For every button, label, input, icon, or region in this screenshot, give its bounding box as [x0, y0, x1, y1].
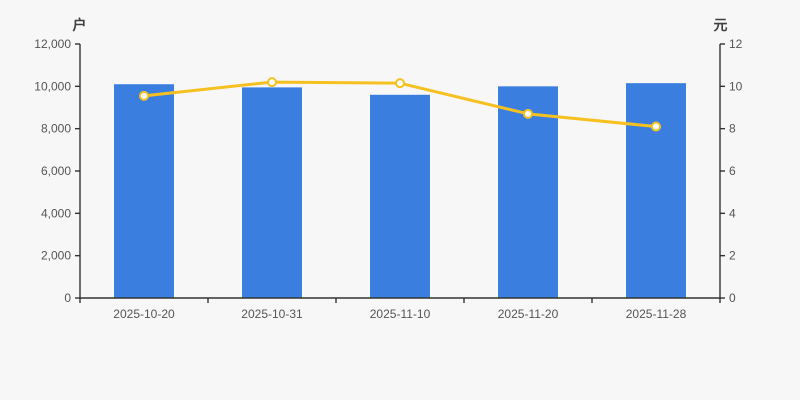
- right-axis-tick-label: 8: [729, 122, 736, 136]
- left-axis-tick-label: 10,000: [34, 79, 71, 93]
- right-axis-tick-label: 0: [729, 291, 736, 305]
- left-axis-tick-label: 4,000: [41, 206, 71, 220]
- price-point-2025-11-28[interactable]: [651, 121, 661, 132]
- right-axis-tick-label: 12: [729, 37, 743, 51]
- bar-2025-11-20[interactable]: [498, 86, 558, 298]
- x-axis-category-label: 2025-11-20: [498, 307, 559, 321]
- x-axis-category-label: 2025-11-10: [370, 307, 431, 321]
- left-axis-tick-label: 6,000: [41, 164, 71, 178]
- left-axis-tick-label: 8,000: [41, 122, 71, 136]
- bar-2025-10-20[interactable]: [114, 84, 174, 298]
- bar-2025-10-31[interactable]: [242, 87, 302, 299]
- right-axis-tick-label: 4: [729, 206, 736, 220]
- left-axis-title: 户: [72, 17, 88, 33]
- price-point-2025-11-10[interactable]: [395, 78, 405, 89]
- price-point-2025-11-20[interactable]: [523, 108, 533, 119]
- bar-2025-11-28[interactable]: [626, 83, 686, 299]
- price-point-2025-10-31[interactable]: [267, 77, 277, 88]
- right-axis-tick-label: 10: [729, 79, 743, 93]
- left-axis-tick-label: 2,000: [41, 249, 71, 263]
- right-axis-tick-label: 2: [729, 249, 736, 263]
- x-axis-category-label: 2025-10-20: [113, 307, 175, 321]
- x-axis-category-label: 2025-11-28: [626, 307, 687, 321]
- right-axis-title: 元: [713, 17, 729, 33]
- right-axis-tick-label: 6: [729, 164, 736, 178]
- left-axis-tick-label: 0: [64, 291, 71, 305]
- bar-2025-11-10[interactable]: [370, 94, 430, 298]
- x-axis-category-label: 2025-10-31: [241, 307, 303, 321]
- left-axis-tick-label: 12,000: [34, 37, 71, 51]
- price-point-2025-10-20[interactable]: [139, 90, 149, 101]
